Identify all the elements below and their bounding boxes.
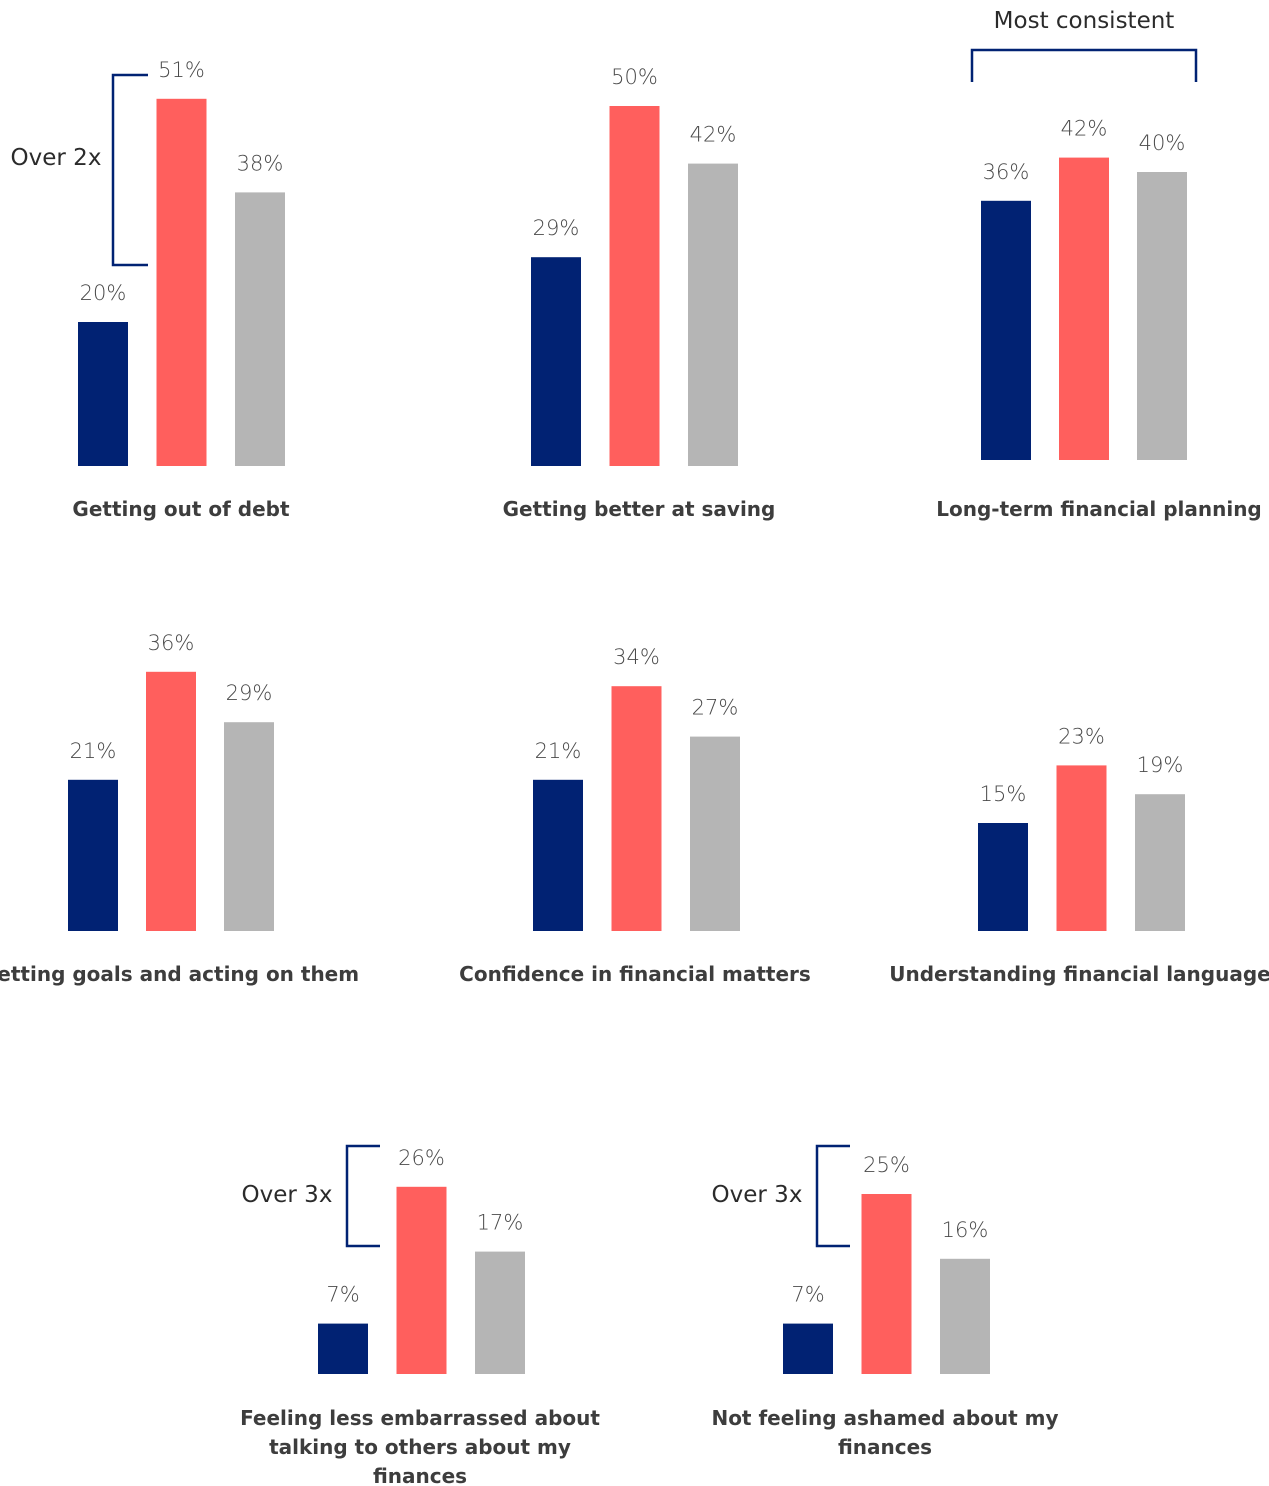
data-label-1-series-1: 20% [80,281,127,305]
bar-4-series-3 [224,722,274,931]
data-label-4-series-2: 36% [148,631,195,655]
bar-7-series-3 [475,1251,525,1374]
bar-3-series-3 [1137,172,1187,460]
bar-5-series-2 [611,686,662,931]
bar-6-series-1 [978,823,1028,931]
bar-chart-panel-7: 7% 26% 17% Feeling less embarrassed about ta… [240,1146,600,1486]
bar-2-series-1 [531,257,581,466]
bar-3-series-2 [1059,157,1109,460]
data-label-3-series-3: 40% [1139,131,1186,155]
data-label-1-series-2: 51% [158,58,205,82]
data-label-7-series-1: 7% [326,1283,359,1307]
data-label-5-series-1: 21% [535,739,582,763]
annotation-label-over-3x-panel-7: Over 3x [242,1182,333,1208]
category-label-7-line-1: Feeling less embarrassed about [240,1406,600,1430]
data-label-6-series-2: 23% [1058,724,1105,748]
bar-7-series-2 [396,1186,447,1374]
bar-7-series-1 [318,1323,368,1374]
data-label-4-series-1: 21% [70,739,117,763]
bracket-over-3x-panel-7 [345,1144,380,1248]
bar-2-series-3 [688,163,738,466]
bar-chart-panel-3: 36% 42% 40% Long-term financial planning [936,117,1262,521]
bar-chart-panel-8: 7% 25% 16% Not feeling ashamed about my fina… [711,1153,1058,1459]
data-label-7-series-3: 17% [477,1211,524,1235]
bar-8-series-3 [940,1258,990,1374]
data-label-5-series-2: 34% [613,645,660,669]
data-label-6-series-1: 15% [980,782,1027,806]
bar-5-series-3 [690,736,740,931]
annotation-most-consistent: Most consistent [970,8,1198,82]
category-label-2: Getting better at saving [503,497,776,521]
category-label-7-line-3: finances [373,1464,467,1486]
data-label-6-series-3: 19% [1137,753,1184,777]
bar-chart-panel-1: 20% 51% 38% Getting out of debt [72,58,290,521]
data-label-1-series-3: 38% [237,151,284,175]
annotation-over-3x-panel-7: Over 3x [242,1144,380,1248]
bar-chart-panel-5: 21% 34% 27% Confidence in financial matters [459,645,811,986]
data-label-2-series-3: 42% [690,123,737,147]
category-label-8-line-1: Not feeling ashamed about my [711,1406,1058,1430]
bracket-over-2x [111,73,148,267]
bar-3-series-1 [981,200,1031,461]
category-label-7-line-2: talking to others about my [269,1435,571,1459]
annotation-label-over-3x-panel-8: Over 3x [712,1182,803,1208]
data-label-2-series-1: 29% [533,216,580,240]
bracket-over-3x-panel-8 [815,1144,850,1248]
data-label-5-series-3: 27% [692,696,739,720]
bar-8-series-1 [783,1323,833,1374]
bar-chart-panel-6: 15% 23% 19% Understanding financial languag… [889,724,1269,986]
data-label-3-series-1: 36% [983,160,1030,184]
data-label-2-series-2: 50% [611,65,658,89]
category-label-3: Long-term financial planning [936,497,1262,521]
bar-1-series-3 [235,192,285,466]
data-label-8-series-2: 25% [863,1153,910,1177]
annotation-over-3x-panel-8: Over 3x [712,1144,850,1248]
bar-5-series-1 [533,779,583,931]
bar-1-series-2 [156,98,207,467]
data-label-8-series-1: 7% [791,1283,824,1307]
data-label-3-series-2: 42% [1061,117,1108,141]
bracket-most-consistent [970,48,1198,82]
bar-4-series-1 [68,779,118,931]
data-label-4-series-3: 29% [226,681,273,705]
bar-1-series-1 [78,322,128,466]
bar-6-series-3 [1135,794,1185,931]
bar-8-series-2 [861,1194,912,1374]
bar-2-series-2 [609,106,660,466]
category-label-8-line-2: finances [838,1435,932,1459]
bar-4-series-2 [146,671,196,931]
annotation-label-over-2x: Over 2x [11,145,102,171]
data-label-8-series-3: 16% [942,1218,989,1242]
bar-chart-panel-2: 29% 50% 42% Getting better at saving [503,65,776,521]
data-label-7-series-2: 26% [398,1146,445,1170]
category-label-4: Setting goals and acting on them [0,962,359,986]
category-label-6: Understanding financial language [889,962,1269,986]
annotation-label-most-consistent: Most consistent [994,8,1175,34]
category-label-1: Getting out of debt [72,497,290,521]
category-label-5: Confidence in financial matters [459,962,811,986]
bar-chart-panel-4: 21% 36% 29% Setting goals and acting on the… [0,631,359,986]
bar-6-series-2 [1056,765,1107,931]
annotation-over-2x: Over 2x [11,73,148,267]
